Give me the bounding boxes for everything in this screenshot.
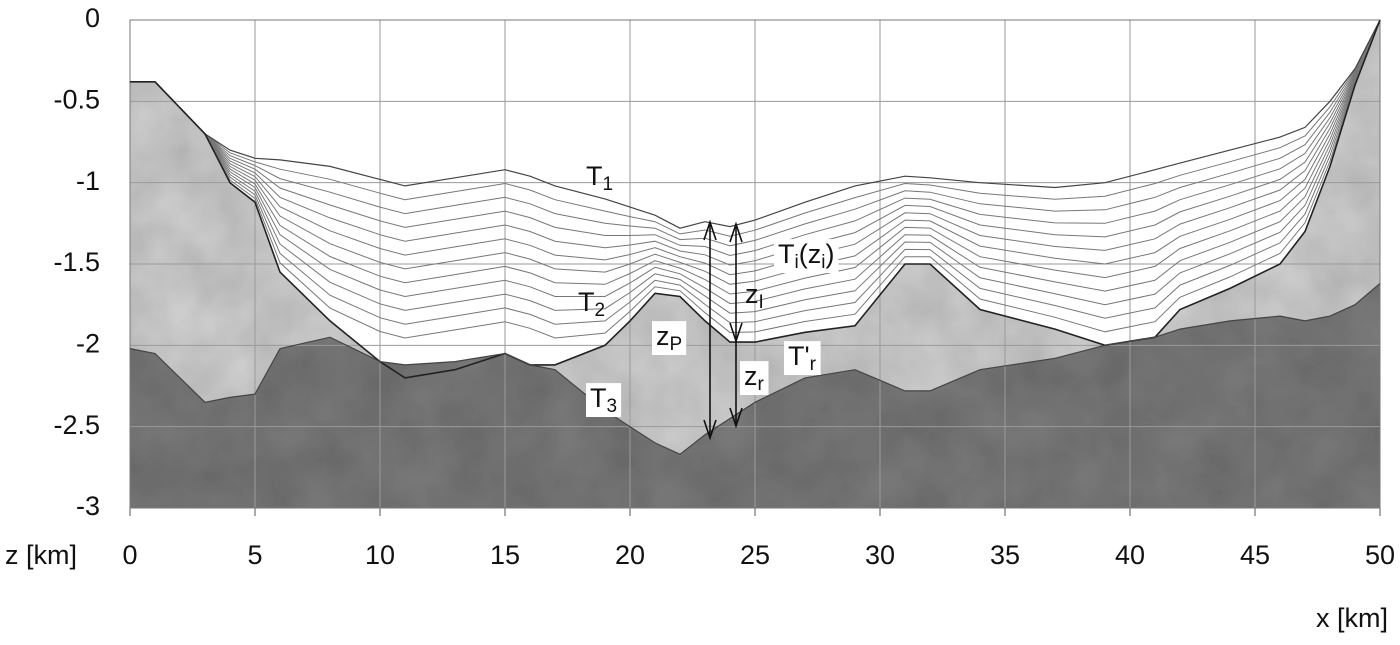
subscript: 2: [595, 300, 606, 321]
arrows: [703, 219, 743, 441]
annotation: zP: [656, 321, 682, 355]
isoline: [130, 19, 1381, 285]
isoline: [130, 19, 1381, 325]
subscript: i: [795, 252, 799, 273]
x-tick-label: 35: [990, 540, 1020, 570]
annotation: T1: [586, 161, 613, 195]
y-axis-label: z [km]: [5, 540, 77, 570]
isoline: [130, 19, 1381, 257]
y-tick-label: -0.5: [53, 84, 100, 114]
x-tick-label: 20: [615, 540, 645, 570]
annotation-text: T: [590, 383, 607, 413]
x-tick-label: 50: [1365, 540, 1395, 570]
layer-area: [130, 283, 1380, 508]
annotation-text: (z: [799, 239, 822, 269]
annotation: zr: [744, 361, 765, 395]
layer-boundary: [129, 283, 1381, 455]
y-tick-label: 0: [85, 3, 100, 33]
x-axis-label: x [km]: [1316, 603, 1388, 633]
layer-lines: [129, 19, 1381, 455]
annotation-text: T: [586, 161, 603, 191]
y-tick-label: -2: [76, 328, 100, 358]
annotation-text: ): [825, 239, 834, 269]
subscript: 1: [603, 174, 614, 195]
plot-frame: [129, 19, 1381, 509]
annotation-text: z: [656, 321, 670, 351]
isoline: [130, 19, 1381, 314]
annotation-text: T: [778, 239, 795, 269]
annotation-text: z: [745, 279, 759, 309]
layer-boundary: [130, 19, 1381, 379]
x-tick-label: 15: [490, 540, 520, 570]
isoline: [130, 19, 1381, 305]
annotation: T2: [578, 287, 605, 321]
annotation: Ti(zi): [778, 239, 834, 273]
y-tick-label: -3: [76, 491, 100, 521]
subscript: I: [759, 292, 764, 313]
annotation: T3: [590, 383, 617, 417]
label-box: [740, 361, 769, 396]
subscript: r: [810, 354, 817, 375]
isoline: [130, 19, 1381, 276]
annotation: zI: [745, 279, 764, 313]
grid: [129, 19, 1381, 516]
label-box: [784, 341, 821, 376]
label-box: [586, 383, 622, 418]
isoline: [130, 19, 1381, 237]
y-tick-label: -1: [76, 166, 100, 196]
subscript: P: [670, 334, 683, 355]
isoline: [130, 19, 1381, 295]
subscript: r: [758, 374, 765, 395]
subscript: 3: [607, 396, 618, 417]
label-box: [652, 321, 687, 356]
x-tick-label: 40: [1115, 540, 1145, 570]
x-tick-label: 10: [365, 540, 395, 570]
y-tick-label: -2.5: [53, 410, 100, 440]
annotation-text: z: [744, 361, 758, 391]
label-box: [774, 239, 839, 274]
x-tick-label: 30: [865, 540, 895, 570]
annotation-text: T': [788, 341, 810, 371]
isoline: [130, 19, 1381, 339]
annotation-text: T: [578, 287, 595, 317]
x-tick-label: 0: [122, 540, 137, 570]
x-tick-label: 5: [247, 540, 262, 570]
annotation: T'r: [788, 341, 817, 375]
y-tick-label: -1.5: [53, 247, 100, 277]
subscript: i: [821, 252, 825, 273]
isoline: [130, 19, 1381, 266]
x-tick-label: 25: [740, 540, 770, 570]
layer-boundary: [130, 19, 1381, 229]
x-tick-label: 45: [1240, 540, 1270, 570]
